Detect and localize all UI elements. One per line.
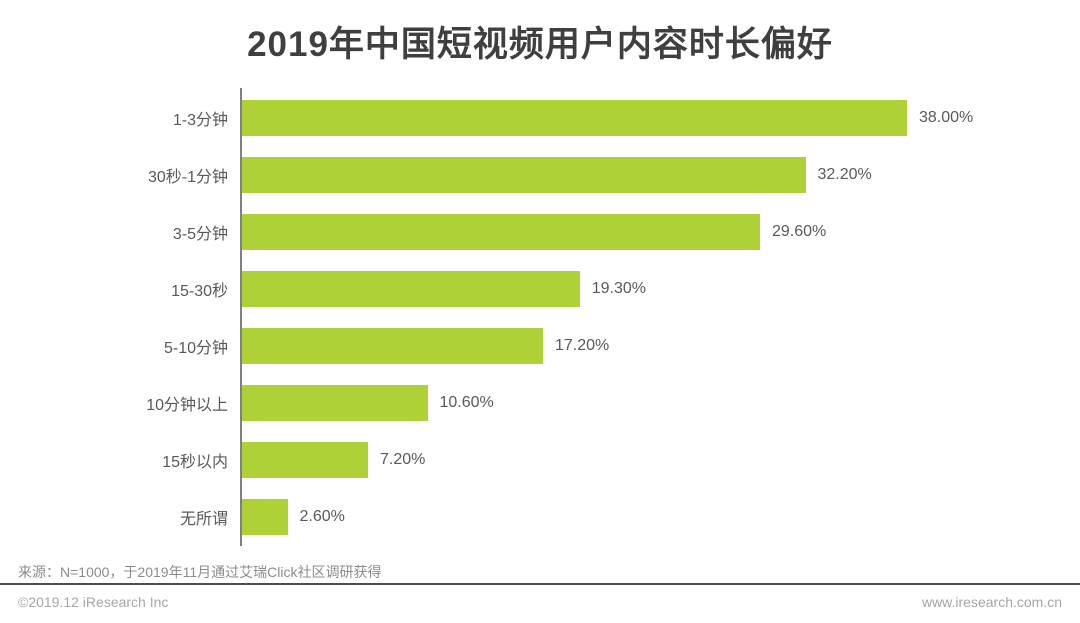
bar-row: 10分钟以上 10.60% <box>146 374 1080 431</box>
value-label: 17.20% <box>555 336 610 354</box>
value-label: 32.20% <box>817 165 872 183</box>
source-note: 来源：N=1000，于2019年11月通过艾瑞Click社区调研获得 <box>18 564 382 580</box>
bar <box>242 99 907 136</box>
category-label: 15秒以内 <box>162 453 228 471</box>
bar-row: 15-30秒 19.30% <box>171 260 1080 317</box>
bar-row: 30秒-1分钟 32.20% <box>148 146 1080 203</box>
category-label: 1-3分钟 <box>172 111 228 129</box>
value-label: 10.60% <box>439 393 494 411</box>
bar <box>242 213 760 250</box>
bar <box>242 327 543 364</box>
bar-row: 5-10分钟 17.20% <box>164 317 1080 374</box>
bar-row: 无所谓 2.60% <box>180 488 1080 545</box>
value-label: 19.30% <box>591 279 647 297</box>
footer-divider <box>0 583 1080 585</box>
value-label: 2.60% <box>299 507 345 525</box>
bar <box>242 498 288 535</box>
bar <box>242 156 806 193</box>
category-label: 30秒-1分钟 <box>147 168 228 186</box>
bar-row: 15秒以内 7.20% <box>162 431 1080 488</box>
bar <box>242 384 428 421</box>
bar-chart: 1-3分钟 38.00% 30秒-1分钟 32.20% 3-5分钟 29.60%… <box>0 88 1080 550</box>
value-label: 7.20% <box>380 450 426 468</box>
plot-area: 1-3分钟 38.00% 30秒-1分钟 32.20% 3-5分钟 29.60%… <box>146 88 1080 546</box>
bar-row: 1-3分钟 38.00% <box>173 89 1080 146</box>
bar-row: 3-5分钟 29.60% <box>173 203 1080 260</box>
category-label: 15-30秒 <box>171 282 228 300</box>
category-label: 3-5分钟 <box>172 225 228 243</box>
website-link[interactable]: www.iresearch.com.cn <box>921 594 1062 610</box>
value-label: 29.60% <box>772 222 827 240</box>
value-label: 38.00% <box>919 108 974 126</box>
chart-title: 2019年中国短视频用户内容时长偏好 <box>247 25 833 64</box>
bar <box>242 441 368 478</box>
category-label: 无所谓 <box>179 510 228 528</box>
footer-bar: ©2019.12 iResearch Inc www.iresearch.com… <box>18 594 1062 610</box>
category-label: 5-10分钟 <box>163 339 228 357</box>
bar <box>242 270 580 307</box>
category-label: 10分钟以上 <box>146 396 228 414</box>
copyright-text: ©2019.12 iResearch Inc <box>18 594 169 610</box>
